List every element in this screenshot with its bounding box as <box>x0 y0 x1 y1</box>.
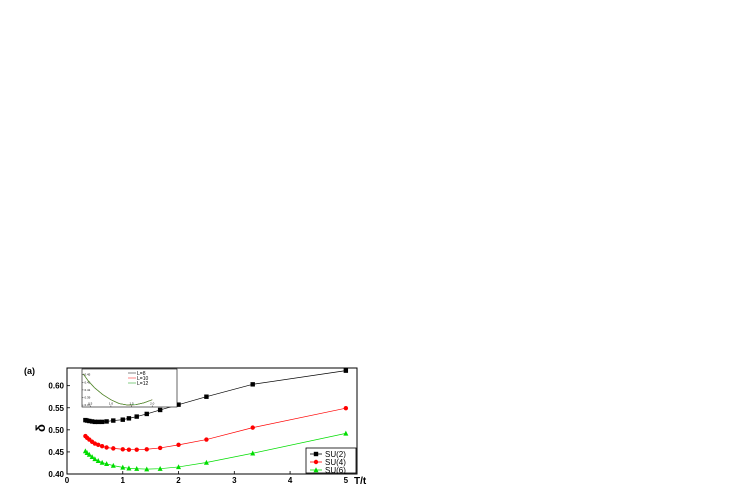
legend-label: SU(4) <box>325 458 346 467</box>
legend-label: SU(6) <box>325 466 346 475</box>
data-point <box>204 437 209 442</box>
data-point <box>126 447 132 452</box>
x-tick-label: 0 <box>65 476 70 485</box>
data-point <box>250 425 255 430</box>
x-tick-label: 4 <box>288 476 293 485</box>
inset-legend: L=8L=10L=12 <box>128 371 148 387</box>
data-point <box>99 443 105 449</box>
inset-x-ticks: 0.5 1.0 1.5 2.0 <box>88 402 155 407</box>
data-point <box>92 441 98 446</box>
y-tick-label: 0.60 <box>48 382 64 391</box>
data-point <box>343 368 349 373</box>
inset-legend-label: L=8 <box>137 371 146 377</box>
data-point <box>104 419 109 424</box>
series-su-2- <box>83 368 349 425</box>
data-point <box>144 447 149 452</box>
data-point <box>110 462 116 468</box>
series-layer <box>82 368 349 472</box>
y-tick-label: 0.55 <box>48 404 64 413</box>
inset-panel: 0.5 1.0 1.5 2.0 0.370.390.410.430.45 L=8L=1… <box>81 368 178 408</box>
legend-items: SU(2)SU(4)SU(6) <box>310 450 346 475</box>
legend-marker <box>313 467 319 473</box>
inset-y-tick-label: 0.45 <box>85 373 91 377</box>
inset-y-tick-label: 0.39 <box>85 396 91 400</box>
inset-x-tick-label: 0.5 <box>88 402 93 406</box>
data-point <box>104 445 109 450</box>
panel-label: (a) <box>24 366 35 376</box>
data-point <box>86 451 92 457</box>
data-point <box>343 405 349 411</box>
data-point <box>134 414 139 419</box>
data-point <box>343 430 349 436</box>
inset-series <box>82 373 153 406</box>
data-point <box>120 464 126 470</box>
y-tick-label: 0.50 <box>48 426 64 435</box>
inset-y-tick-label: 0.41 <box>85 388 91 392</box>
y-axis-title: δ <box>33 424 48 432</box>
data-point <box>157 407 163 413</box>
data-point <box>89 454 95 459</box>
data-point <box>99 419 105 425</box>
legend-marker <box>313 451 319 457</box>
inset-frame <box>81 368 178 408</box>
data-point <box>126 465 132 471</box>
data-point <box>92 419 98 425</box>
legend: SU(2)SU(4)SU(6) <box>305 447 357 475</box>
data-point <box>203 459 209 465</box>
y-ticks: 0.40 0.45 0.50 0.55 0.60 <box>48 382 70 479</box>
data-point <box>157 445 163 451</box>
series-su-4- <box>83 405 349 452</box>
data-point <box>95 458 101 463</box>
inset-legend-label: L=12 <box>137 381 148 387</box>
data-point <box>84 450 90 455</box>
data-point <box>176 442 181 448</box>
data-point <box>134 466 140 471</box>
data-point <box>120 447 125 452</box>
inset-x-tick-label: 1.5 <box>129 402 134 406</box>
y-tick-label: 0.40 <box>48 470 64 479</box>
x-tick-label: 3 <box>232 476 237 485</box>
data-point <box>84 418 90 423</box>
data-point <box>144 466 150 472</box>
inset-y-tick-label: 0.37 <box>85 403 91 407</box>
series-line <box>85 407 346 451</box>
data-point <box>250 382 255 387</box>
legend-marker <box>313 459 319 465</box>
data-point <box>96 419 101 425</box>
x-ticks: 0 1 2 3 4 5 <box>65 471 349 485</box>
data-point <box>87 418 92 424</box>
x-axis-title: T/t <box>354 476 367 487</box>
x-tick-label: 5 <box>344 476 349 485</box>
data-point <box>204 394 209 399</box>
data-point <box>134 447 139 452</box>
inset-x-tick-label: 1.0 <box>109 402 114 406</box>
x-tick-label: 1 <box>121 476 126 485</box>
x-tick-label: 2 <box>176 476 181 485</box>
data-point <box>89 419 95 424</box>
inset-y-ticks: 0.37 0.39 0.41 0.43 0.45 <box>82 373 91 407</box>
plot-frame <box>66 367 358 475</box>
data-point <box>99 459 105 465</box>
data-point <box>120 417 125 422</box>
inset-x-tick-label: 2.0 <box>150 402 155 406</box>
data-point <box>176 464 182 470</box>
series-su-6- <box>82 430 349 472</box>
inset-y-tick-label: 0.43 <box>85 380 91 384</box>
data-point <box>157 466 163 471</box>
inset-series-line <box>82 373 153 406</box>
y-tick-label: 0.45 <box>48 448 64 457</box>
legend-label: SU(2) <box>325 450 346 459</box>
data-point <box>126 416 132 421</box>
data-point <box>111 418 116 423</box>
data-point <box>96 442 101 448</box>
data-point <box>250 450 256 456</box>
data-point <box>111 446 116 451</box>
inset-legend-label: L=10 <box>137 376 148 382</box>
data-point <box>104 461 110 467</box>
main-axes: 0 1 2 3 4 5 0.40 0.45 0.50 0.55 0.60 <box>48 367 358 485</box>
data-point <box>176 402 181 407</box>
data-point <box>92 456 98 462</box>
data-point <box>144 411 149 417</box>
